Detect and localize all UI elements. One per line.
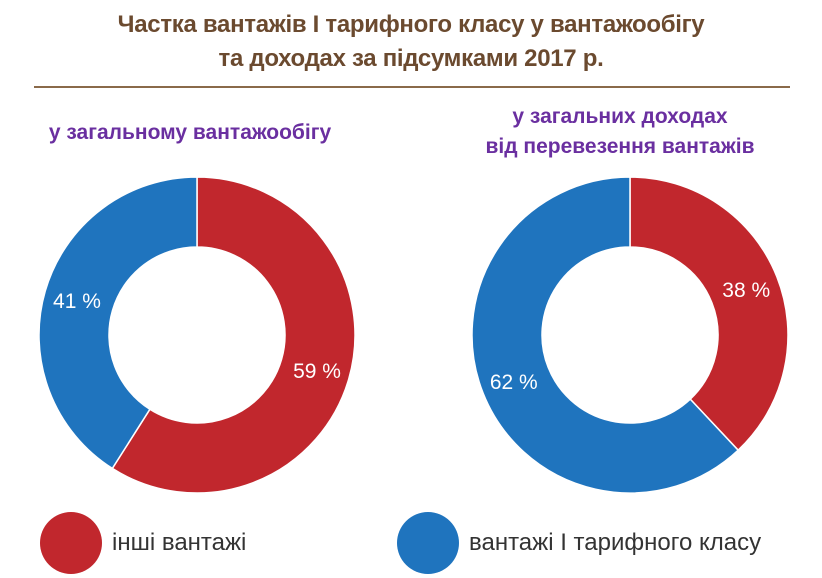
right-donut-slice-1: [471, 176, 740, 494]
chart-title: Частка вантажів І тарифного класу у вант…: [0, 8, 822, 76]
left-donut-label-1: 41 %: [53, 290, 101, 313]
left-donut-label-0: 59 %: [293, 360, 341, 383]
legend-swatch-class1: [397, 512, 459, 574]
legend-label-other: інші вантажі: [112, 529, 247, 556]
right-donut-slice-0: [629, 176, 789, 452]
right-subtitle-line-2: від перевезення вантажів: [485, 135, 755, 158]
title-line-1: Частка вантажів І тарифного класу у вант…: [117, 11, 705, 38]
right-subtitle-line-1: у загальних доходах: [512, 105, 728, 128]
left-donut-slice-0: [111, 176, 356, 494]
legend-swatch-other: [40, 512, 102, 574]
right-donut-label-0: 38 %: [722, 279, 770, 302]
legend-label-class1: вантажі І тарифного класу: [469, 529, 762, 556]
left-chart-subtitle: у загальному вантажообігу: [48, 121, 332, 144]
title-line-2: та доходах за підсумками 2017 р.: [218, 45, 604, 72]
right-chart-subtitle: у загальних доходах від перевезення вант…: [455, 102, 785, 162]
left-donut-slice-1: [38, 176, 198, 470]
title-divider: [34, 86, 790, 88]
right-donut-label-1: 62 %: [490, 371, 538, 394]
